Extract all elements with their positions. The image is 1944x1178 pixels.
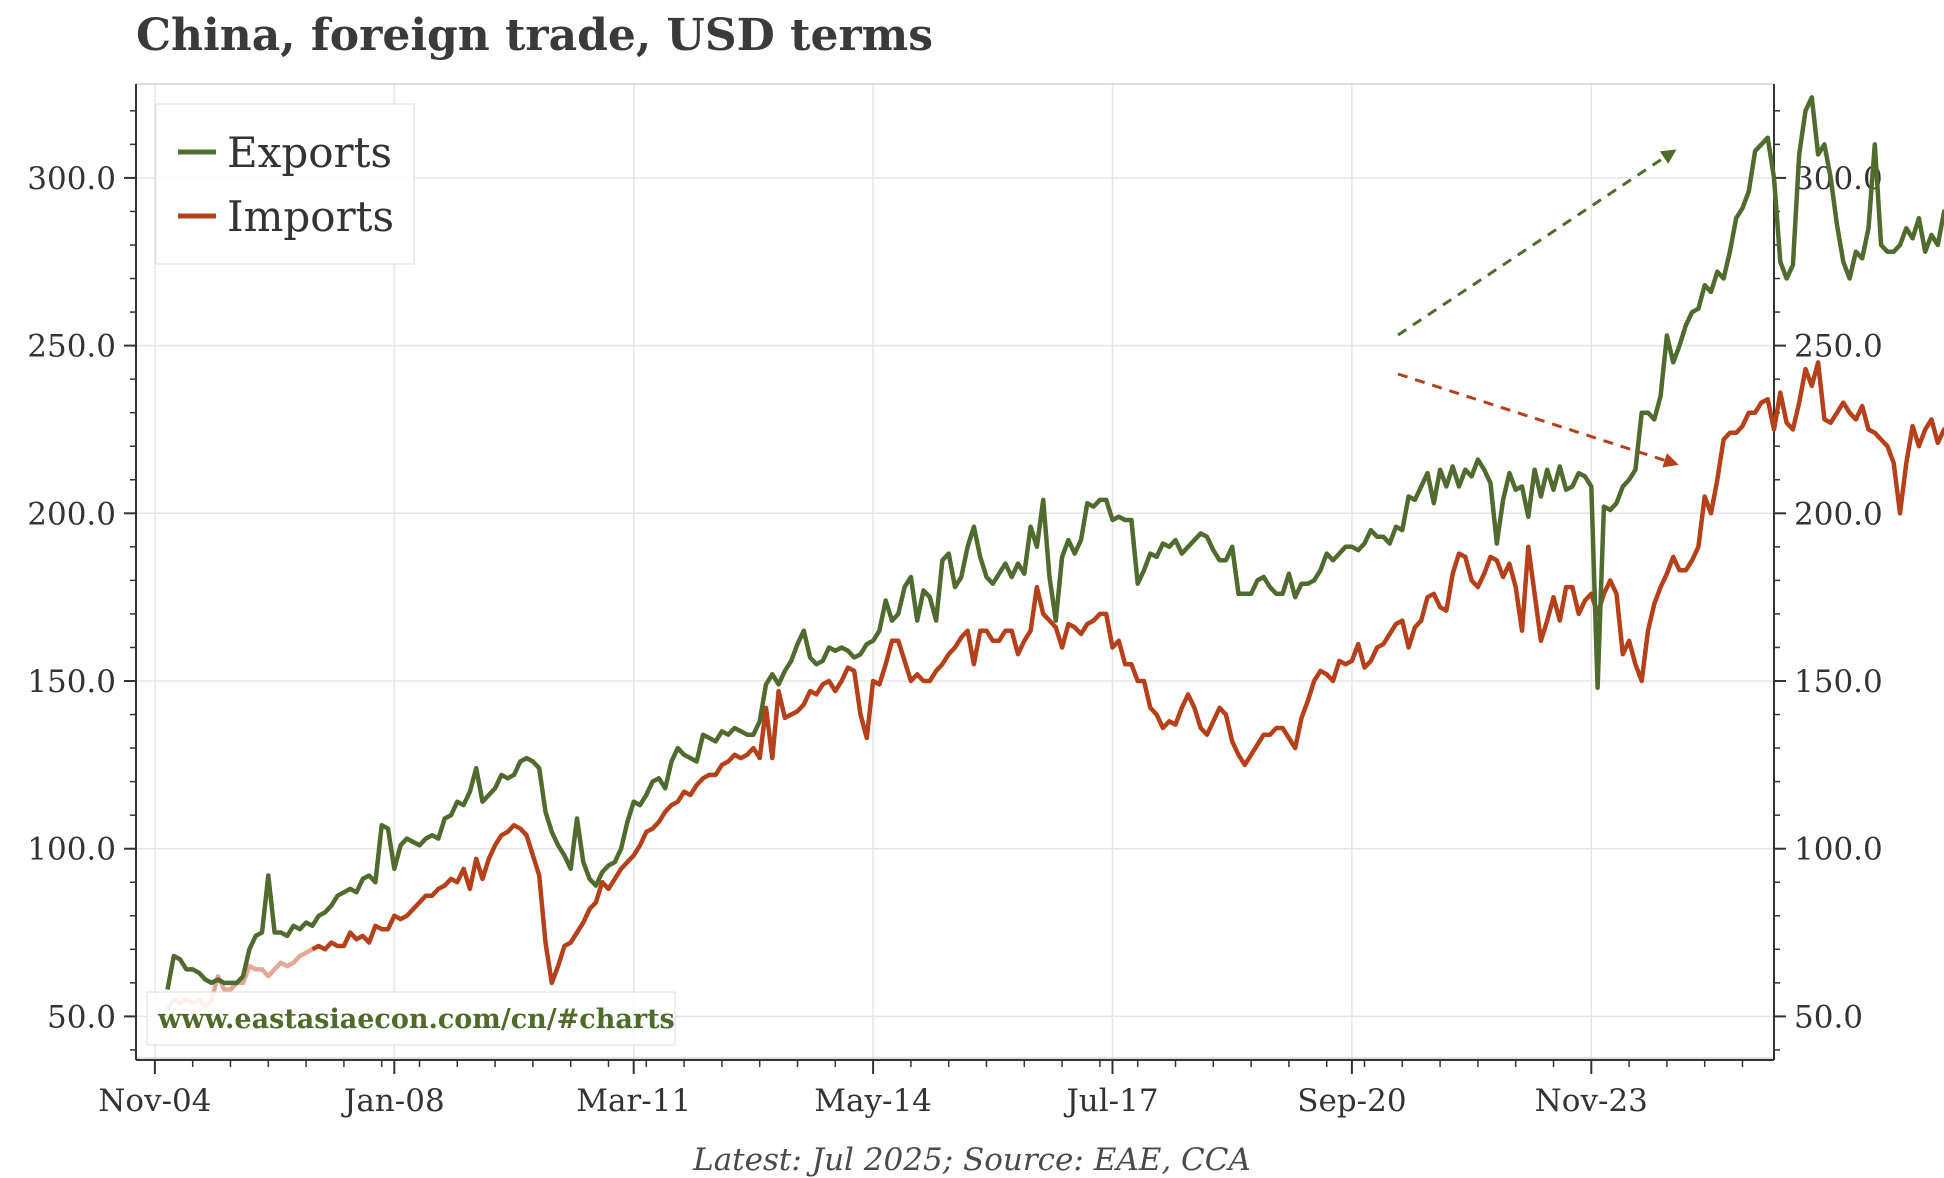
imports-line [311,360,1944,986]
x-tick-label: Sep-20 [1297,1083,1406,1119]
y-tick-label-right: 50.0 [1794,999,1863,1035]
chart-footer: Latest: Jul 2025; Source: EAE, CCA [692,1142,1251,1178]
y-tick-label-left: 100.0 [27,832,116,868]
series [165,95,1944,1011]
x-tick-label: Jan-08 [341,1083,445,1119]
legend-label-exports: Exports [227,128,392,177]
y-tick-label-left: 250.0 [27,329,116,365]
imports-trend-arrow [1397,372,1679,468]
legend-label-imports: Imports [227,192,394,241]
watermark-text: www.eastasiaecon.com/cn/#charts [157,1004,675,1035]
axes: 300.0 300.0 250.0 250.0 200.0 200.0 150.0 150.0… [27,110,1883,1119]
y-tick-label-right: 100.0 [1794,832,1883,868]
x-tick-label: Nov-23 [1535,1083,1648,1119]
y-tick-label-right: 200.0 [1794,496,1883,532]
x-tick-label: Mar-11 [576,1083,691,1119]
watermark-box [146,991,676,1046]
chart-title: China, foreign trade, USD terms [136,10,933,61]
y-tick-label-right: 150.0 [1794,664,1883,700]
y-tick-label-left: 200.0 [27,496,116,532]
y-tick-label-left: 150.0 [27,664,116,700]
legend: Exports Imports [155,103,415,265]
x-tick-label: Jul-17 [1063,1083,1158,1119]
exports-trend-arrow [1397,149,1677,337]
x-tick-label: Nov-04 [98,1083,211,1119]
watermark: www.eastasiaecon.com/cn/#charts [146,991,676,1046]
exports-line [165,95,1944,991]
y-tick-label-left: 50.0 [47,999,116,1035]
x-tick-label: May-14 [814,1083,932,1119]
legend-box [155,103,415,265]
y-tick-label-right: 250.0 [1794,329,1883,365]
y-tick-label-right: 300.0 [1794,161,1883,197]
y-tick-label-left: 300.0 [27,161,116,197]
